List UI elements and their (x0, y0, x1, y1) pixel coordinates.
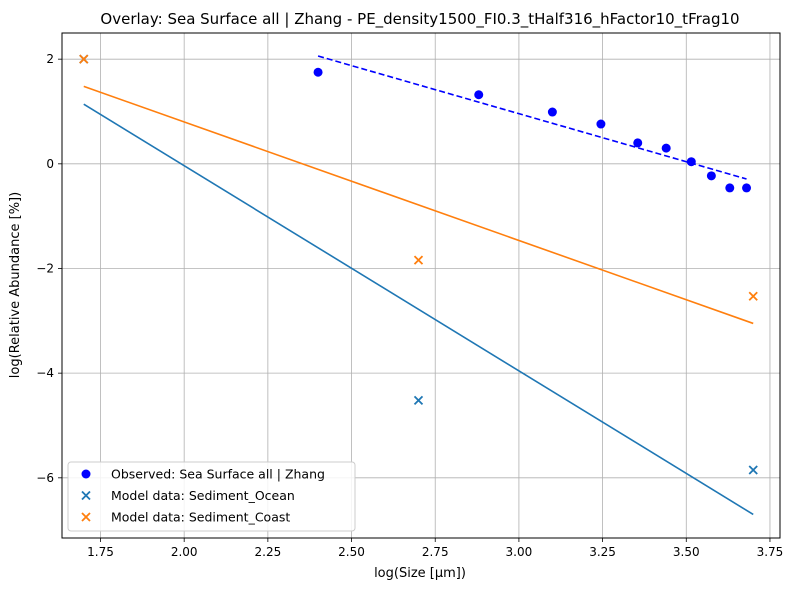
legend-marker (81, 469, 91, 479)
model-point (413, 395, 424, 406)
chart-title: Overlay: Sea Surface all | Zhang - PE_de… (100, 10, 739, 29)
observed-point (596, 119, 606, 129)
x-ticks: 1.75 2.00 2.25 2.50 2.75 3.00 3.25 3.50 3.75 (87, 538, 783, 559)
legend-label: Model data: Sediment_Coast (111, 510, 290, 525)
y-tick-label: 0 (46, 157, 54, 171)
y-tick-label: −4 (36, 366, 54, 380)
observed-point (547, 107, 557, 117)
observed-point (633, 138, 643, 148)
legend-box (67, 461, 356, 532)
x-tick-label: 2.75 (422, 545, 449, 559)
lines (83, 55, 754, 516)
x-tick-label: 2.50 (338, 545, 365, 559)
fit-line-model (83, 85, 754, 325)
observed-point (706, 171, 716, 181)
y-tick-label: 2 (46, 52, 54, 66)
y-ticks: −6 −4 −2 0 2 (36, 52, 62, 485)
x-tick-label: 3.00 (506, 545, 533, 559)
model-point (748, 465, 758, 475)
plot-frame (61, 32, 781, 539)
y-tick-label: −6 (36, 471, 54, 485)
x-tick-label: 2.00 (171, 545, 198, 559)
y-tick-label: −2 (36, 261, 54, 275)
model-point (413, 255, 424, 265)
legend-marker (81, 512, 91, 522)
fit-line-observed (317, 55, 747, 180)
legend: Observed: Sea Surface all | Zhang Model d… (67, 461, 356, 532)
observed-point (313, 67, 323, 77)
observed-point (474, 90, 484, 100)
model-point (79, 54, 89, 64)
observed-point (661, 143, 671, 153)
legend-label: Observed: Sea Surface all | Zhang (111, 467, 325, 482)
x-tick-label: 3.75 (757, 545, 784, 559)
legend-marker (81, 490, 91, 501)
observed-point (686, 157, 696, 167)
legend-label: Model data: Sediment_Ocean (111, 488, 295, 503)
fit-line-model (83, 103, 754, 516)
observed-point (742, 183, 752, 193)
y-axis-label: log(Relative Abundance [%]) (8, 192, 23, 378)
x-tick-label: 3.50 (673, 545, 700, 559)
x-tick-label: 3.25 (589, 545, 616, 559)
grid (62, 33, 780, 538)
observed-point (725, 183, 735, 193)
points (79, 54, 758, 475)
model-point (748, 291, 758, 301)
x-tick-label: 2.25 (255, 545, 282, 559)
x-tick-label: 1.75 (87, 545, 114, 559)
x-axis-label: log(Size [µm]) (374, 566, 466, 581)
